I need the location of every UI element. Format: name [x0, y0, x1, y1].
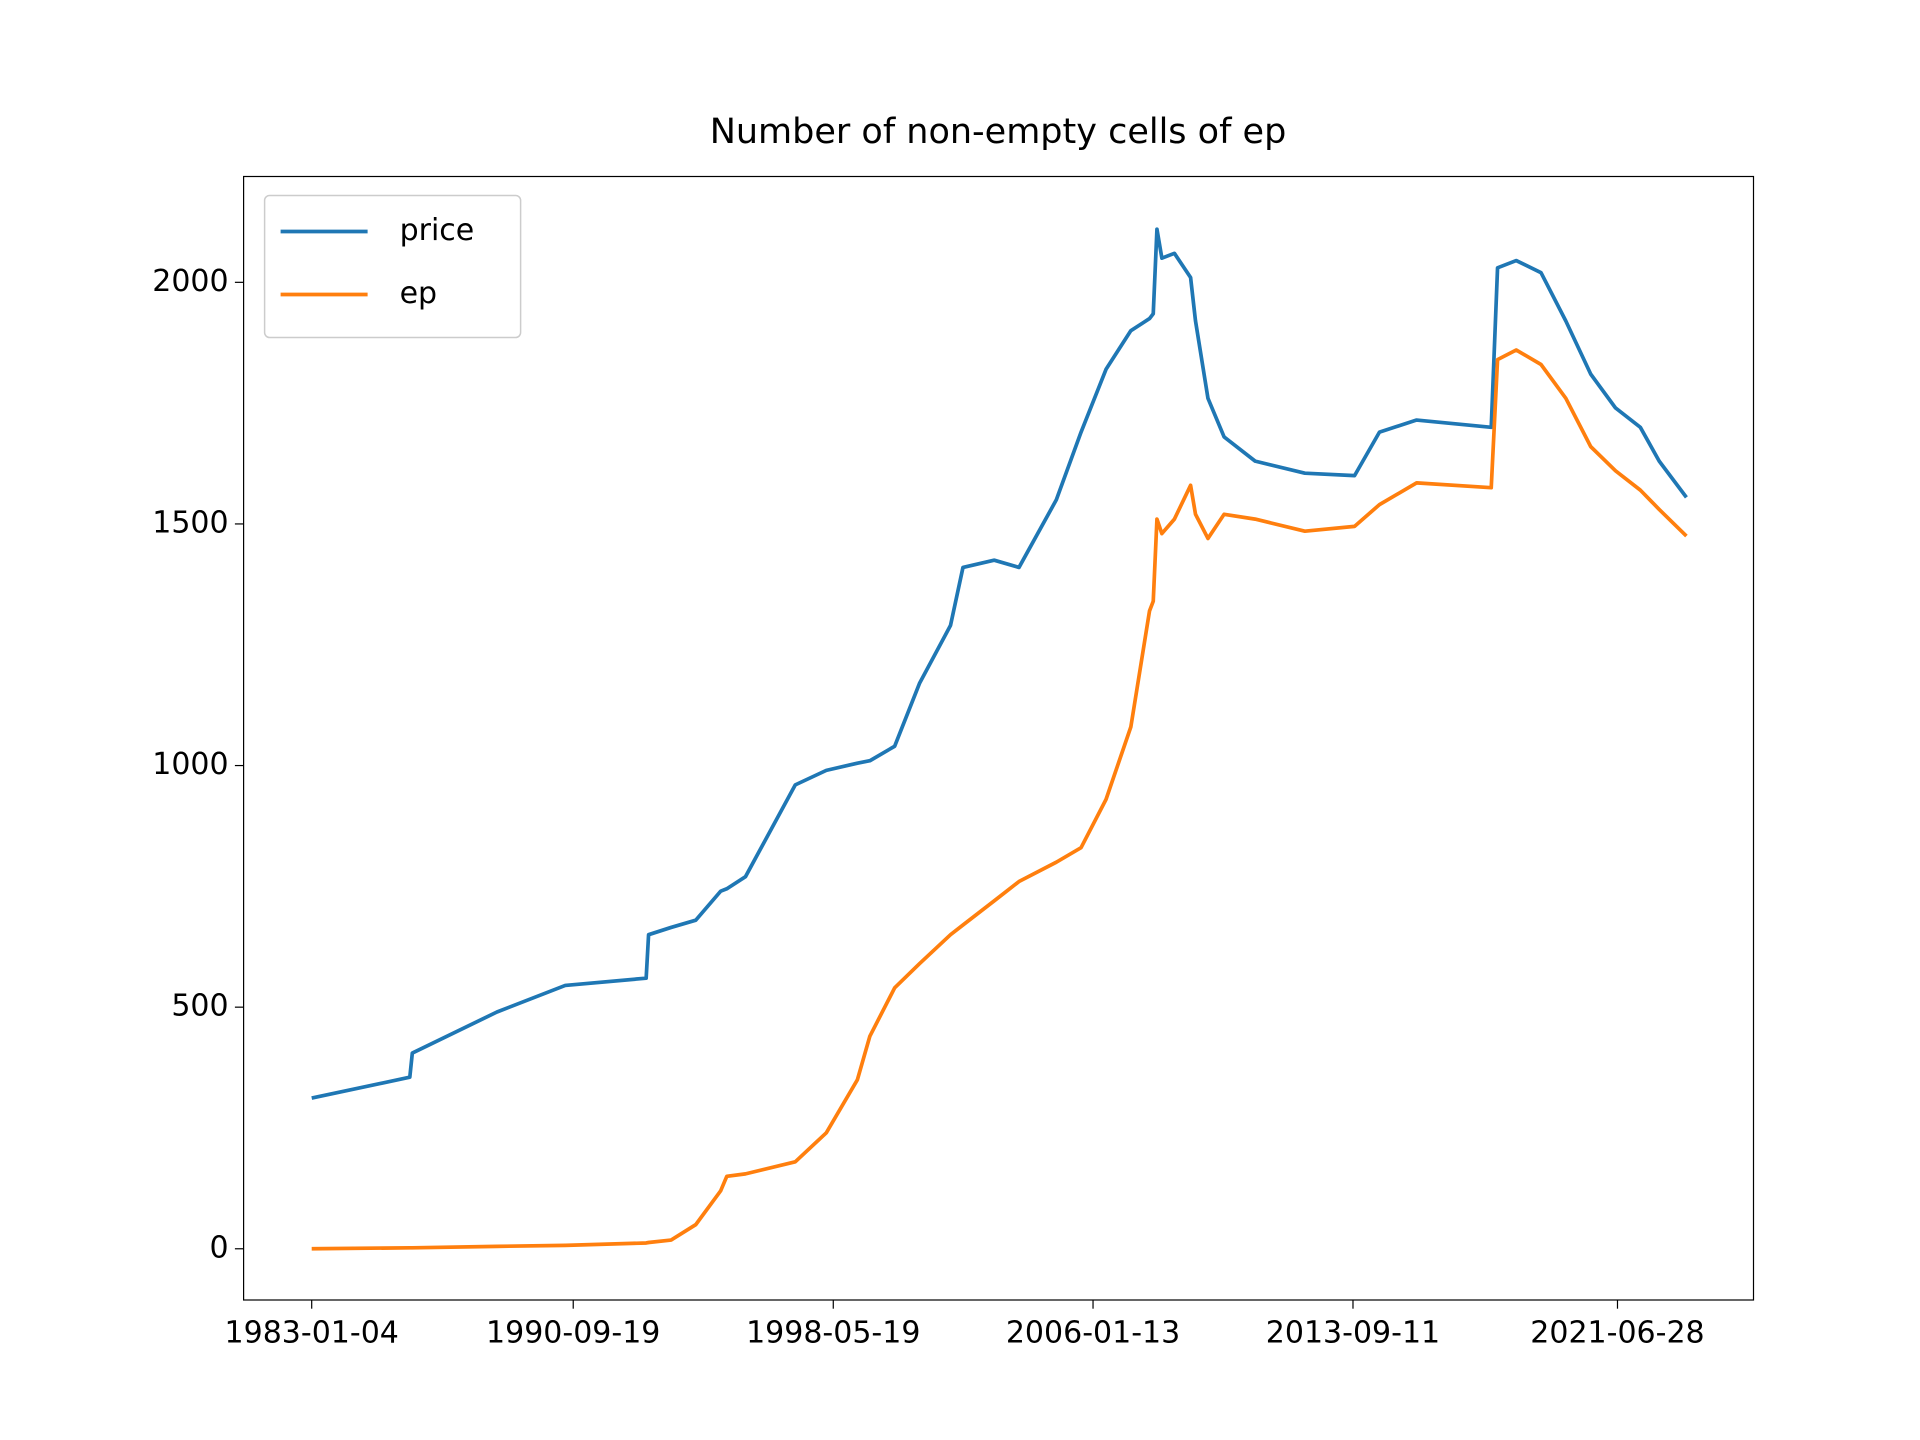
y-tick-label: 500 [171, 989, 228, 1024]
line-series [311, 227, 1688, 1100]
x-tick-label: 1983-01-04 [225, 1316, 399, 1351]
legend-box [263, 194, 522, 339]
plot-frame [243, 175, 1755, 1301]
x-tick-label: 1998-05-19 [746, 1316, 920, 1351]
x-tick-label: 2006-01-13 [1006, 1316, 1180, 1351]
x-tick-label: 2013-09-11 [1266, 1316, 1440, 1351]
chart-title: Number of non-empty cells of ep [710, 112, 1287, 152]
x-tick-label: 2021-06-28 [1530, 1316, 1704, 1351]
x-tick-label: 1990-09-19 [486, 1316, 660, 1351]
y-tick-label: 0 [210, 1230, 229, 1265]
y-tick-label: 1000 [152, 747, 228, 782]
legend-label: ep [400, 276, 438, 311]
line-series [311, 348, 1688, 1251]
y-tick-label: 1500 [152, 505, 228, 540]
y-tick-label: 2000 [152, 264, 228, 299]
legend: price ep [263, 194, 522, 339]
legend-label: price [400, 213, 475, 248]
